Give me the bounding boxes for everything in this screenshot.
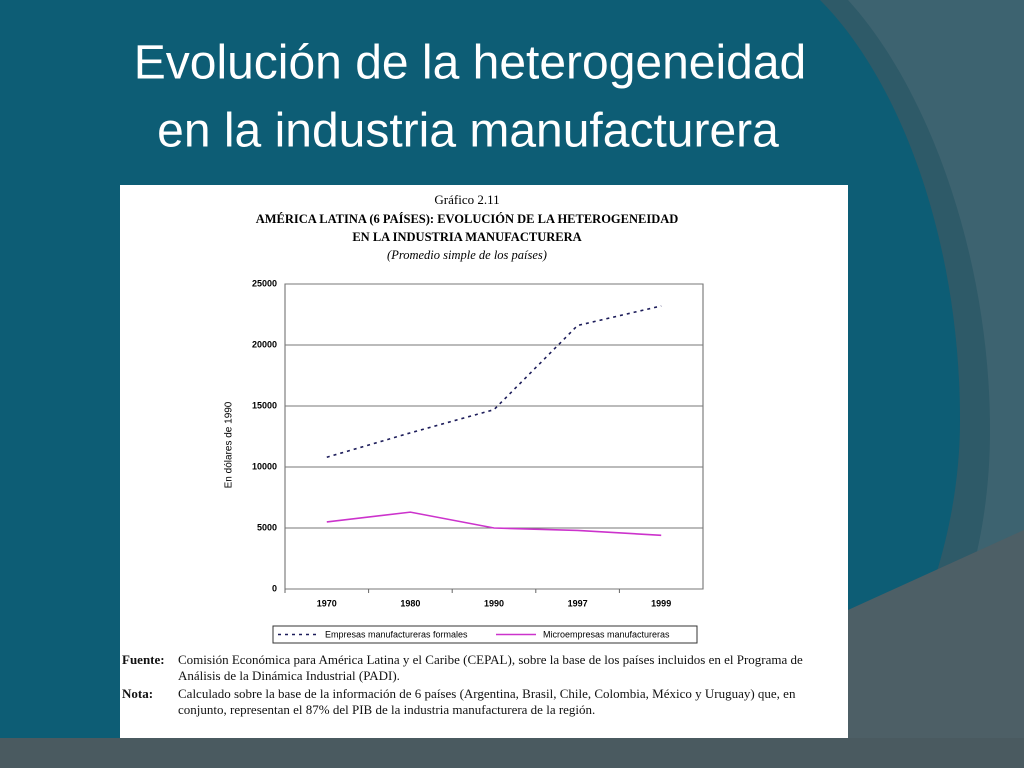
y-tick-label: 20000 xyxy=(252,339,277,349)
y-tick-label: 5000 xyxy=(257,522,277,532)
decor xyxy=(0,738,1024,768)
notes: FuenteComisión Económica para América La… xyxy=(122,652,822,720)
y-tick-label: 0 xyxy=(272,583,277,593)
x-tick-label: 1980 xyxy=(400,598,420,608)
y-tick-label: 10000 xyxy=(252,461,277,471)
figure-panel xyxy=(120,185,848,738)
x-tick-label: 1999 xyxy=(651,598,671,608)
series-line xyxy=(326,511,662,537)
note-text: Comisión Económica para América Latina y… xyxy=(178,652,803,683)
legend-label: Microempresas manufactureras xyxy=(543,629,670,639)
note: NotaCalculado sobre la base de la inform… xyxy=(122,686,822,718)
legend-label: Empresas manufactureras formales xyxy=(325,629,468,639)
series-line xyxy=(326,305,662,459)
note-text: Calculado sobre la base de la informació… xyxy=(178,686,796,717)
y-tick-label: 25000 xyxy=(252,278,277,288)
legend-box xyxy=(272,625,698,644)
note-label: Fuente xyxy=(122,652,178,684)
note-label: Nota xyxy=(122,686,178,718)
x-tick-label: 1970 xyxy=(317,598,337,608)
legend: Empresas manufactureras formales Microemp… xyxy=(272,625,698,644)
y-axis-label: En dólares de 1990 xyxy=(224,401,235,488)
slide-title: Evolución de la heterogeneidad xyxy=(134,37,807,90)
chart-heading: Gráfico 2.11 xyxy=(434,192,499,207)
x-tick-label: 1990 xyxy=(484,598,504,608)
slide-title: en la industria manufacturera xyxy=(157,105,779,158)
y-tick-label: 15000 xyxy=(252,400,277,410)
chart-subtitle: (Promedio simple de los países) xyxy=(387,248,547,262)
decor xyxy=(848,530,1024,768)
chart-title: EN LA INDUSTRIA MANUFACTURERA xyxy=(352,230,581,244)
chart-title: AMÉRICA LATINA (6 PAÍSES): EVOLUCIÓN DE … xyxy=(256,212,679,226)
note: FuenteComisión Económica para América La… xyxy=(122,652,822,684)
x-tick-label: 1997 xyxy=(568,598,588,608)
